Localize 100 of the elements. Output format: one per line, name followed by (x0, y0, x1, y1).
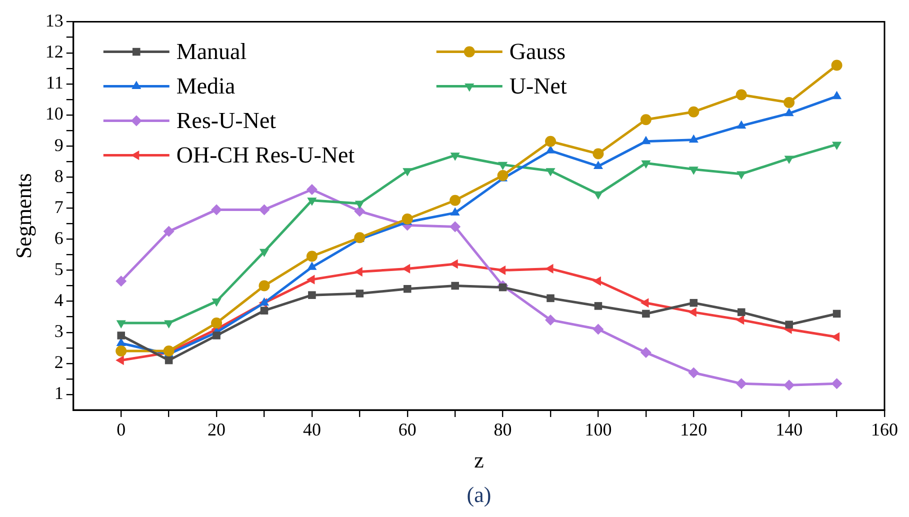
point (784, 97, 795, 108)
point (402, 168, 412, 176)
point (451, 282, 459, 290)
point (164, 356, 173, 364)
point (403, 284, 412, 293)
point (164, 320, 174, 329)
x-tick-label: 80 (494, 420, 512, 440)
point (402, 214, 413, 225)
point (212, 298, 222, 307)
point (592, 276, 601, 286)
point (306, 274, 315, 284)
legend-label: Gauss (509, 38, 566, 64)
point (498, 283, 507, 292)
point (736, 315, 744, 325)
point (784, 380, 795, 391)
point (736, 89, 747, 100)
point (258, 280, 270, 292)
x-tick-label: 120 (680, 420, 708, 440)
y-tick-label: 8 (54, 166, 64, 186)
y-tick-label: 6 (54, 228, 64, 248)
point (402, 264, 410, 274)
point (546, 168, 556, 176)
point (690, 298, 698, 307)
point (259, 297, 270, 306)
point (688, 106, 700, 118)
x-tick-label: 20 (208, 420, 226, 440)
point (688, 166, 698, 175)
legend-label: Media (176, 73, 236, 98)
point (497, 265, 506, 276)
point (641, 160, 651, 169)
y-tick-label: 11 (46, 72, 64, 93)
point (356, 290, 364, 298)
y-tick-label: 5 (54, 258, 64, 279)
point (211, 204, 222, 216)
point (640, 114, 652, 126)
x-tick-label: 100 (584, 420, 612, 440)
legend-label: Res-U-Net (176, 108, 277, 133)
y-tick-label: 3 (54, 321, 64, 342)
y-axis-title: Segments (10, 173, 36, 259)
point (354, 206, 366, 217)
point (307, 198, 317, 206)
point (306, 250, 318, 262)
point (116, 276, 127, 287)
y-tick-label: 10 (45, 104, 64, 124)
point (592, 148, 604, 160)
x-tick-label: 60 (398, 420, 416, 440)
point (832, 310, 841, 318)
y-tick-label: 2 (54, 352, 64, 372)
point (260, 306, 268, 315)
point (450, 221, 461, 232)
x-axis-title: z (474, 448, 484, 473)
point (688, 307, 696, 317)
point (450, 259, 458, 269)
point (259, 248, 270, 258)
point (450, 194, 461, 206)
point (211, 318, 222, 329)
point (354, 267, 362, 277)
point (832, 142, 842, 150)
point (308, 291, 316, 299)
point (545, 264, 554, 274)
y-tick-label: 1 (54, 383, 64, 404)
point (831, 332, 840, 342)
point (258, 204, 270, 216)
point (306, 184, 318, 196)
text: (a) (466, 482, 492, 507)
point (784, 156, 794, 164)
legend-label: OH-CH Res-U-Net (176, 142, 356, 168)
point (116, 356, 124, 366)
legend-label: U-Net (509, 73, 568, 98)
point (117, 332, 125, 340)
point (593, 191, 603, 200)
point (497, 170, 508, 182)
point (640, 298, 649, 308)
point (450, 152, 460, 161)
point (545, 314, 556, 326)
point (212, 332, 220, 340)
y-tick-label: 12 (45, 42, 64, 62)
point (592, 324, 604, 335)
y-tick-label: 7 (54, 196, 64, 217)
point (688, 367, 700, 378)
point (642, 310, 650, 318)
y-tick-label: 9 (54, 134, 64, 155)
x-tick-label: 140 (776, 420, 803, 440)
point (737, 308, 746, 316)
x-tick-label: 0 (116, 420, 126, 440)
point (546, 294, 554, 302)
point (831, 60, 842, 71)
point (116, 320, 126, 329)
point (498, 162, 508, 170)
point (736, 171, 746, 180)
point (163, 226, 174, 237)
x-tick-label: 160 (871, 420, 898, 440)
point (831, 378, 842, 390)
point (594, 302, 602, 310)
point (354, 200, 364, 209)
point (545, 136, 556, 147)
point (640, 347, 652, 358)
y-tick-label: 4 (54, 290, 64, 310)
point (116, 345, 127, 356)
y-tick-label: 13 (45, 10, 64, 31)
